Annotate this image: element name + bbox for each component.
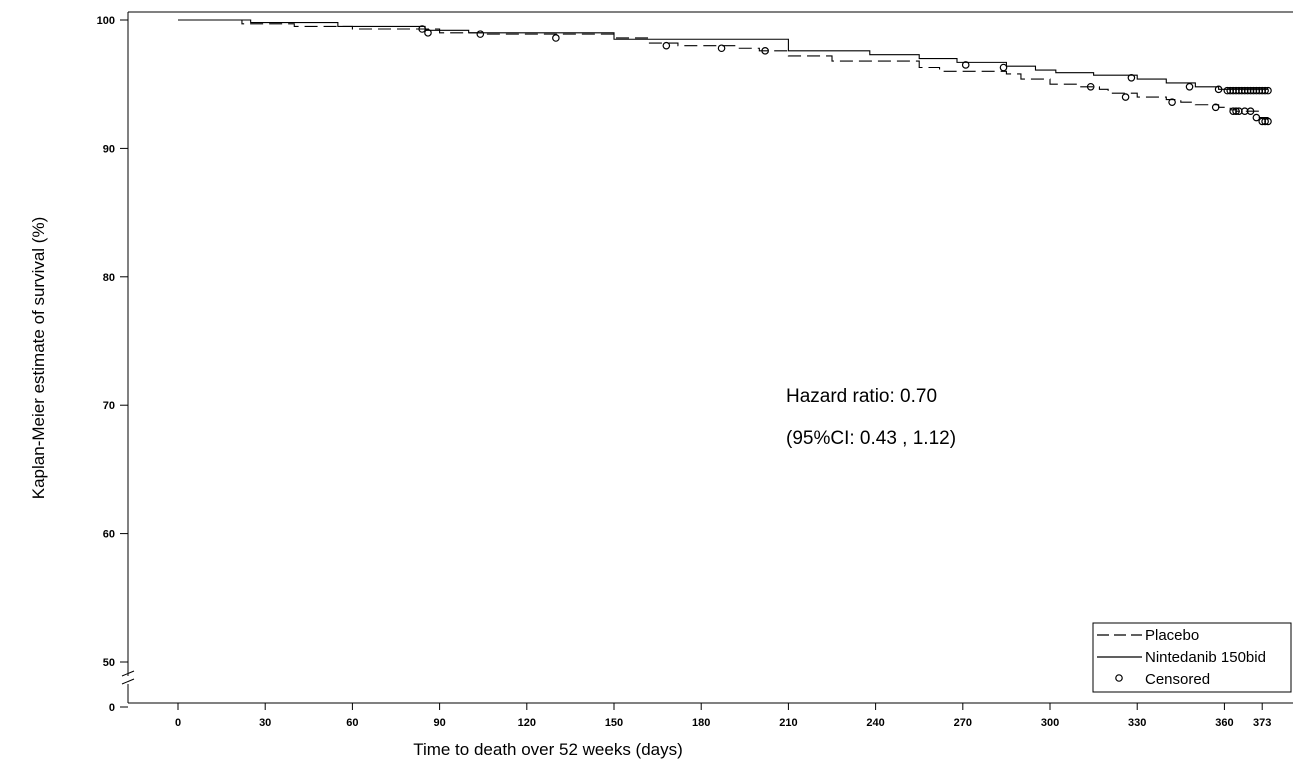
x-tick-label: 180 — [692, 717, 710, 729]
y-ticks: 0 50 60 70 80 90 100 — [97, 15, 128, 714]
y-tick-label: 50 — [103, 657, 115, 669]
y-tick-label: 70 — [103, 400, 115, 412]
placebo-censored-point — [1086, 82, 1095, 91]
nintedanib-150bid-censored-point — [961, 61, 970, 69]
nintedanib-150bid-censored-point — [1261, 86, 1269, 95]
nintedanib-150bid-censored-point — [1185, 82, 1194, 91]
nintedanib-150bid-censored-point — [1264, 86, 1272, 95]
y-tick-label: 80 — [103, 272, 115, 284]
y-axis-title: Kaplan-Meier estimate of survival (%) — [29, 217, 48, 499]
nintedanib-150bid-censored-point — [761, 47, 769, 55]
placebo-censored-point — [1211, 103, 1220, 112]
x-tick-label: 30 — [259, 717, 271, 729]
placebo-censored-point — [1261, 117, 1269, 126]
y-tick-label: 60 — [103, 529, 115, 541]
axis-break-mark — [121, 670, 135, 685]
series-layer — [178, 19, 1269, 121]
axes — [121, 11, 1293, 704]
placebo-censored-point — [1121, 93, 1130, 101]
x-tick-label: 60 — [346, 717, 358, 729]
legend-censored-swatch — [1115, 674, 1123, 682]
x-tick-label: 360 — [1215, 717, 1233, 729]
nintedanib-150bid-censored-point — [717, 44, 726, 53]
legend-nintedanib-label: Nintedanib 150bid — [1145, 649, 1266, 666]
placebo-censored-point — [1168, 98, 1176, 106]
x-tick-label: 240 — [866, 717, 884, 729]
nintedanib-150bid-censored-point — [999, 63, 1008, 72]
nintedanib-150bid-censored-point — [1214, 85, 1223, 94]
y-tick-label: 100 — [97, 15, 115, 27]
censored-markers — [418, 25, 1272, 126]
y-tick-label: 0 — [109, 702, 115, 714]
legend-placebo-label: Placebo — [1145, 627, 1199, 644]
placebo-censored-point — [1232, 107, 1240, 115]
legend-censored-label: Censored — [1145, 671, 1210, 688]
x-tick-label: 210 — [779, 717, 797, 729]
nintedanib-150bid-curve — [178, 19, 1269, 90]
x-tick-label: 300 — [1041, 717, 1059, 729]
placebo-curve — [178, 19, 1269, 121]
legend: Placebo Nintedanib 150bid Censored — [1092, 622, 1292, 693]
y-tick-label: 90 — [103, 143, 115, 155]
nintedanib-150bid-censored-point — [476, 30, 485, 38]
nintedanib-150bid-censored-point — [552, 34, 560, 42]
x-ticks: 0 30 60 90 120 150 180 210 240 270 300 330 360 373 — [175, 703, 1271, 729]
hazard-ratio-annotation: Hazard ratio: 0.70 — [786, 386, 937, 407]
nintedanib-150bid-censored-point — [662, 41, 671, 50]
nintedanib-150bid-censored-point — [418, 25, 426, 33]
nintedanib-150bid-censored-point — [1127, 73, 1136, 82]
placebo-censored-point — [1252, 113, 1261, 122]
x-tick-label: 373 — [1253, 717, 1271, 729]
placebo-censored-point — [1264, 117, 1272, 126]
x-tick-label: 330 — [1128, 717, 1146, 729]
placebo-censored-point — [424, 29, 432, 37]
placebo-censored-point — [1246, 107, 1255, 115]
x-tick-label: 270 — [954, 717, 972, 729]
x-axis-title: Time to death over 52 weeks (days) — [413, 740, 683, 759]
x-tick-label: 0 — [175, 717, 181, 729]
x-tick-label: 90 — [433, 717, 445, 729]
x-tick-label: 150 — [605, 717, 623, 729]
confidence-interval-annotation: (95%CI: 0.43 , 1.12) — [786, 428, 956, 449]
x-tick-label: 120 — [518, 717, 536, 729]
